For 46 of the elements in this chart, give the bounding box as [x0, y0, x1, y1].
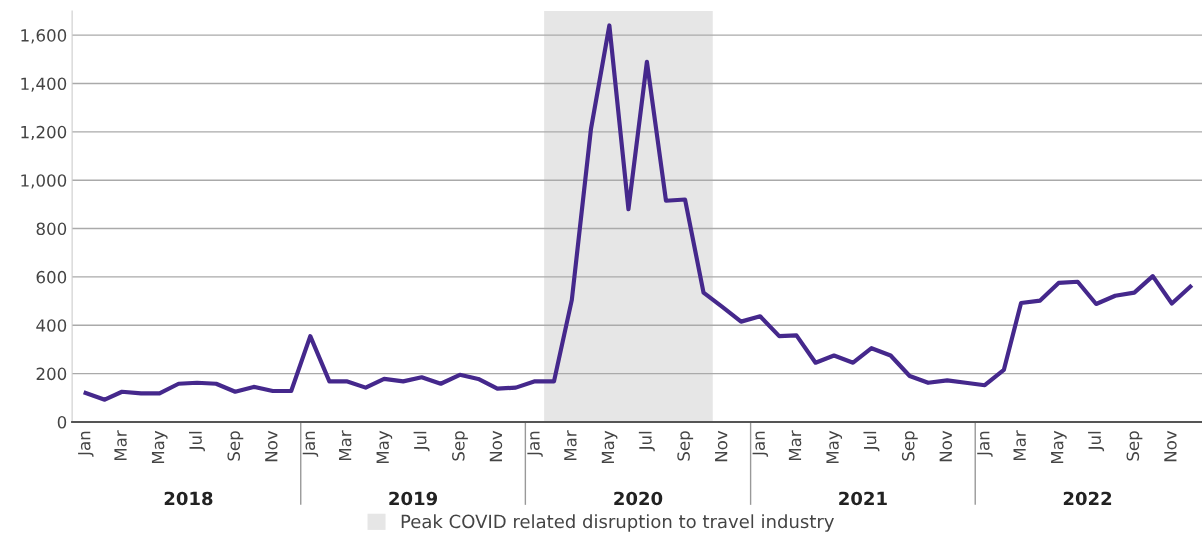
x-tick-label: Nov	[715, 430, 728, 462]
line-series	[83, 23, 1193, 402]
text: 2019	[389, 491, 438, 506]
x-tick-label: Jul	[1088, 431, 1105, 452]
x-tick-label: Sep	[452, 431, 468, 461]
x-tick-label: May	[376, 430, 393, 464]
x-tick-label: Jul	[638, 431, 655, 452]
x-tick-label: Sep	[227, 431, 244, 461]
x-tick-label: Nov	[1164, 430, 1177, 462]
legend-label: Peak COVID related disruption to travel industry	[401, 514, 834, 532]
x-tick-label: Jul	[863, 431, 880, 452]
x-tick-label: Mar	[788, 430, 802, 461]
x-tick-label: Nov	[939, 430, 953, 462]
x-tick-label: Mar	[564, 430, 577, 461]
y-tick-label: 1,600	[21, 29, 67, 44]
y-tick-label: 400	[36, 319, 67, 332]
text: 2020	[614, 491, 663, 506]
x-tick-label: Sep	[1126, 431, 1143, 461]
x-tick-label: Mar	[339, 430, 352, 461]
y-tick-label: 1,000	[21, 174, 67, 189]
y-tick-label: 1,400	[21, 77, 67, 92]
x-tick-label: Nov	[265, 430, 278, 462]
x-tick-label: Nov	[489, 430, 503, 462]
x-tick-label: Jul	[413, 431, 430, 452]
y-tick-label: 800	[36, 222, 67, 236]
x-tick-label: Jan	[302, 431, 319, 457]
x-tick-label: May	[826, 430, 843, 464]
x-tick-label: Jan	[752, 431, 769, 457]
x-tick-label: Mar	[1013, 430, 1026, 461]
x-tick-label: Jan	[527, 431, 543, 457]
text: 2021	[839, 491, 887, 506]
y-tick-label: 200	[36, 367, 67, 381]
x-tick-label: May	[151, 430, 168, 464]
x-tick-label: Sep	[677, 431, 694, 461]
x-tick-label: Jan	[977, 431, 993, 457]
y-tick-label: 0	[57, 415, 67, 429]
text: 2022	[1063, 491, 1112, 506]
x-tick-label: Jul	[188, 431, 205, 452]
x-tick-label: May	[601, 430, 618, 464]
x-tick-label: Mar	[114, 430, 127, 461]
y-tick-label: 600	[36, 270, 67, 284]
x-tick-label: May	[1051, 430, 1067, 464]
y-tick-label: 1,200	[21, 125, 67, 141]
text: 2018	[164, 491, 213, 506]
x-tick-label: Jan	[78, 431, 94, 457]
x-tick-label: Sep	[901, 431, 918, 461]
